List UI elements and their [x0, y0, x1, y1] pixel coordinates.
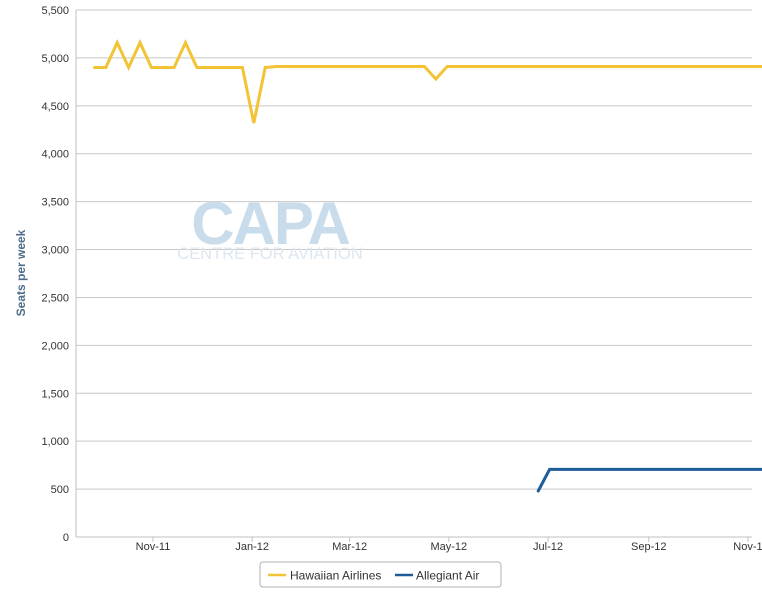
- y-tick-label: 4,500: [41, 101, 69, 113]
- y-tick-label: 1,500: [41, 388, 69, 400]
- grid-layer: [76, 9, 752, 490]
- x-tick-label: Nov-11: [136, 541, 171, 553]
- x-tick-label: Nov-1: [733, 541, 762, 553]
- data-point[interactable]: [205, 64, 211, 70]
- legend: Hawaiian Airlines Allegiant Air: [259, 561, 502, 588]
- x-tick-labels: Nov-11 Jan-12 Mar-12 May-12 Jul-12 Sep-12 Nov-…: [136, 537, 762, 553]
- y-tick-label: 1,000: [41, 436, 69, 448]
- data-point[interactable]: [228, 64, 234, 70]
- data-point[interactable]: [535, 488, 541, 494]
- y-tick-label: 0: [63, 532, 69, 544]
- y-tick-labels: 0 500 1,000 1,500 2,000 2,500 3,000 3,500 4,000 4…: [41, 5, 69, 544]
- data-point[interactable]: [194, 64, 200, 70]
- y-tick-label: 4,000: [41, 149, 69, 161]
- data-point[interactable]: [114, 40, 120, 46]
- x-tick-label: Jul-12: [533, 541, 563, 553]
- data-point[interactable]: [433, 76, 439, 82]
- data-point[interactable]: [547, 466, 553, 472]
- capa-watermark: CAPA CENTRE FOR AVIATION: [177, 190, 363, 263]
- watermark-logo: CAPA: [191, 190, 349, 257]
- y-axis-title: Seats per week: [14, 229, 28, 316]
- y-tick-label: 2,000: [41, 340, 69, 352]
- data-point[interactable]: [251, 120, 257, 126]
- y-tick-label: 5,500: [41, 5, 69, 17]
- data-point[interactable]: [171, 64, 177, 70]
- y-tick-label: 3,000: [41, 245, 69, 257]
- data-point[interactable]: [421, 64, 427, 70]
- data-point[interactable]: [148, 64, 154, 70]
- data-point[interactable]: [103, 64, 109, 70]
- data-point[interactable]: [262, 64, 268, 70]
- data-point[interactable]: [126, 64, 132, 70]
- y-tick-label: 500: [51, 484, 69, 496]
- data-point[interactable]: [274, 64, 280, 70]
- legend-label-allegiant[interactable]: Allegiant Air: [416, 569, 479, 583]
- y-tick-label: 5,000: [41, 53, 69, 65]
- data-point[interactable]: [183, 40, 189, 46]
- x-tick-label: Mar-12: [332, 541, 367, 553]
- data-point[interactable]: [137, 40, 143, 46]
- series-layer: [91, 38, 762, 494]
- y-tick-label: 2,500: [41, 292, 69, 304]
- watermark-tagline: CENTRE FOR AVIATION: [177, 245, 363, 263]
- data-point[interactable]: [91, 64, 97, 70]
- x-tick-label: May-12: [430, 541, 467, 553]
- series-line-hawaiian-airlines: [93, 38, 762, 124]
- data-point[interactable]: [239, 64, 245, 70]
- legend-label-hawaiian[interactable]: Hawaiian Airlines: [290, 569, 381, 583]
- data-point[interactable]: [160, 64, 166, 70]
- data-point[interactable]: [217, 64, 223, 70]
- x-tick-label: Sep-12: [631, 541, 666, 553]
- series-line-allegiant-air: [536, 467, 762, 493]
- y-tick-label: 3,500: [41, 197, 69, 209]
- legend-box: [259, 561, 502, 588]
- data-point[interactable]: [444, 64, 450, 70]
- x-tick-label: Jan-12: [235, 541, 269, 553]
